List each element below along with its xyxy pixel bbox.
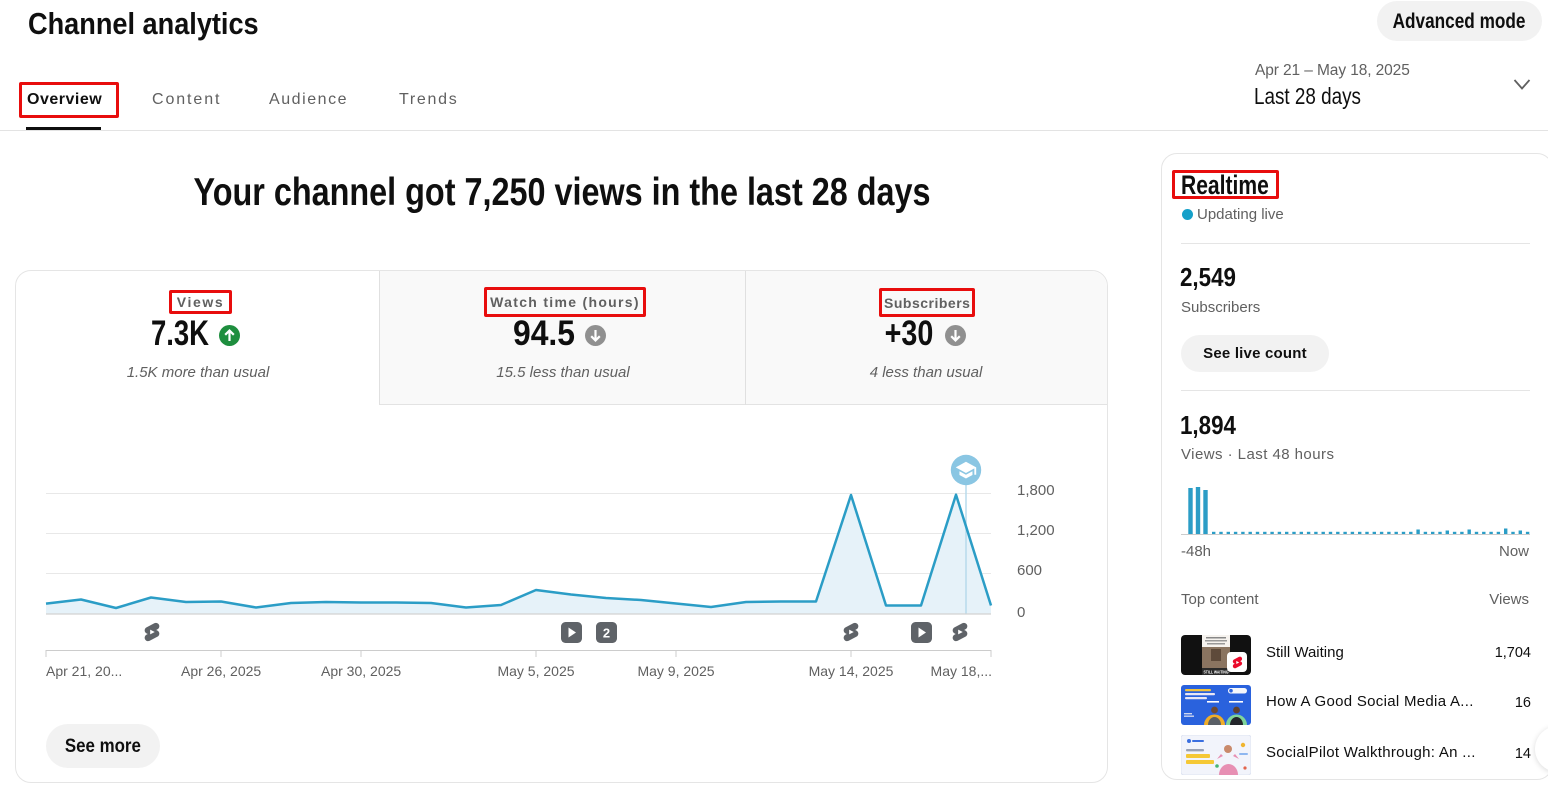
svg-text:2: 2: [602, 625, 609, 640]
svg-text:STILL WAITING: STILL WAITING: [1204, 670, 1229, 675]
